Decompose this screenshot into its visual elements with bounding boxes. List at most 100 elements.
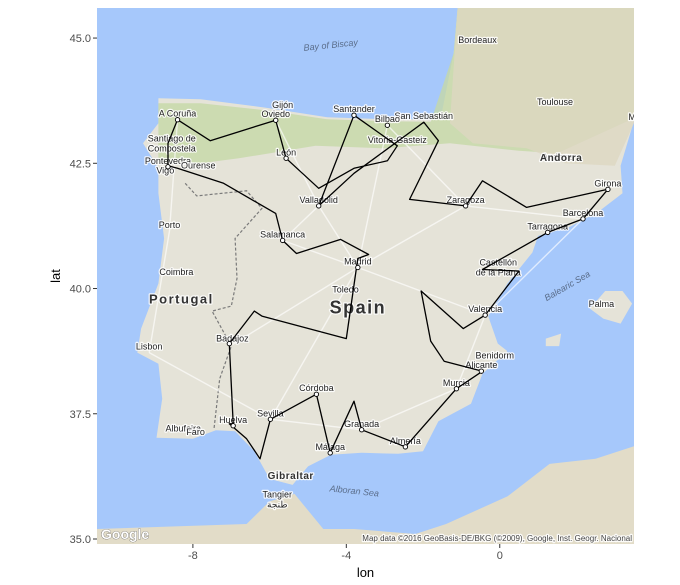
route-stop-marker — [605, 186, 611, 192]
road-segment — [270, 418, 362, 431]
city-label: Andorra — [542, 152, 574, 162]
city-label: Lisbon — [136, 342, 163, 352]
y-tick-label: 40.0 — [70, 284, 91, 296]
x-tick-label: -4 — [341, 550, 351, 562]
city-label: San Sebastián — [395, 111, 454, 121]
city-label: طنجة — [267, 499, 288, 509]
road-segment — [148, 351, 271, 420]
road-segment — [484, 218, 584, 316]
road-segment — [269, 267, 359, 420]
y-tick-label: 42.5 — [70, 158, 91, 170]
y-tick-label: 35.0 — [70, 534, 91, 546]
x-axis-title: lon — [357, 565, 374, 580]
city-label: Santander — [333, 104, 375, 114]
city-label: Toledo — [332, 285, 359, 295]
country-label: Portugal — [149, 292, 214, 307]
city-label: Tangier — [263, 489, 293, 499]
city-label: Tarragona — [527, 221, 568, 231]
city-label: Málaga — [315, 442, 345, 452]
route-stop-marker — [267, 416, 274, 422]
city-label: Valencia — [468, 304, 502, 314]
country-label: Gibraltar — [268, 471, 314, 482]
city-label: Coimbra — [159, 267, 193, 277]
city-label: Porto — [159, 220, 181, 230]
route-stop-marker — [462, 203, 469, 209]
road-segment — [275, 119, 320, 207]
google-logo: Google — [101, 526, 149, 542]
country-label: Spain — [330, 298, 387, 318]
route-stop-marker — [355, 264, 361, 271]
road-segment — [282, 205, 320, 241]
route-path — [167, 114, 609, 460]
city-label: Albufeira — [166, 423, 202, 433]
route-stop-marker — [359, 427, 365, 433]
city-label: León — [276, 147, 296, 157]
map-panel: Bay of Biscay Alboran Sea Balearic Sea A Co… — [97, 8, 634, 544]
route-stop-marker — [273, 117, 279, 123]
city-label: Santiago de — [148, 133, 196, 143]
road-segment — [168, 119, 179, 231]
city-label: Compostela — [148, 143, 196, 153]
city-label: Bordeaux — [458, 35, 497, 45]
road-segment — [357, 125, 389, 268]
road-segment — [357, 205, 466, 269]
city-label: Benidorm — [475, 351, 514, 361]
route-stop-marker — [327, 450, 333, 456]
city-label: Castellón — [479, 257, 517, 267]
city-label: Salamanca — [260, 229, 305, 239]
route-stop-marker — [230, 423, 236, 429]
route-stop-marker — [545, 229, 551, 236]
city-label: Gijón — [272, 100, 293, 110]
city-label: Oviedo — [261, 109, 290, 119]
france-region — [449, 8, 634, 166]
city-label: Vitoria-Gasteiz — [368, 135, 427, 145]
x-tick-label: -8 — [188, 550, 198, 562]
city-label: Girona — [594, 178, 621, 188]
city-label: Toulouse — [537, 97, 573, 107]
country-label: Andorra — [540, 153, 582, 164]
city-label: Zaragoza — [447, 195, 485, 205]
mallorca-island — [589, 291, 633, 324]
road-segment — [455, 314, 486, 389]
africa-landmass — [97, 446, 634, 544]
y-axis-title: lat — [48, 269, 63, 283]
city-label: Córdoba — [299, 383, 334, 393]
city-label: Granada — [344, 419, 379, 429]
city-label: Palma — [589, 299, 615, 309]
route-stop-marker — [165, 164, 171, 170]
y-tick-label: 45.0 — [70, 33, 91, 45]
route-stop-marker — [226, 340, 232, 347]
city-label: A Coruña — [159, 109, 197, 119]
city-label: Murcia — [443, 378, 470, 388]
city-label: Bilbao — [375, 114, 400, 124]
x-tick-label: 0 — [497, 550, 503, 562]
route-stop-marker — [316, 203, 322, 209]
route-stop-marker — [351, 112, 357, 118]
ibiza-island — [545, 333, 562, 347]
city-label: Barcelona — [563, 208, 604, 218]
route-stop-marker — [580, 216, 586, 222]
city-label: Ourense — [181, 160, 216, 170]
route-stop-marker — [402, 444, 409, 450]
road-segment — [232, 266, 359, 346]
route-stop-marker — [279, 237, 286, 244]
map-attribution: Map data ©2016 GeoBasis-DE/BKG (©2009), … — [362, 534, 632, 543]
route-stop-marker — [482, 312, 488, 318]
road-segment — [465, 205, 584, 220]
route-stop-marker — [453, 386, 460, 392]
route-stop-marker — [313, 391, 320, 397]
route-stop-marker — [478, 368, 484, 374]
city-label: Faro — [186, 427, 205, 437]
road-segment — [148, 230, 171, 353]
city-label: M — [628, 112, 634, 122]
y-tick-label: 37.5 — [70, 409, 91, 421]
city-label: Sevilla — [257, 408, 284, 418]
route-stop-marker — [384, 122, 391, 128]
road-segment — [361, 388, 457, 431]
portugal-spain-border — [184, 182, 263, 429]
route-stop-marker — [283, 155, 289, 161]
road-segment — [318, 205, 359, 268]
road-segment — [282, 239, 359, 269]
